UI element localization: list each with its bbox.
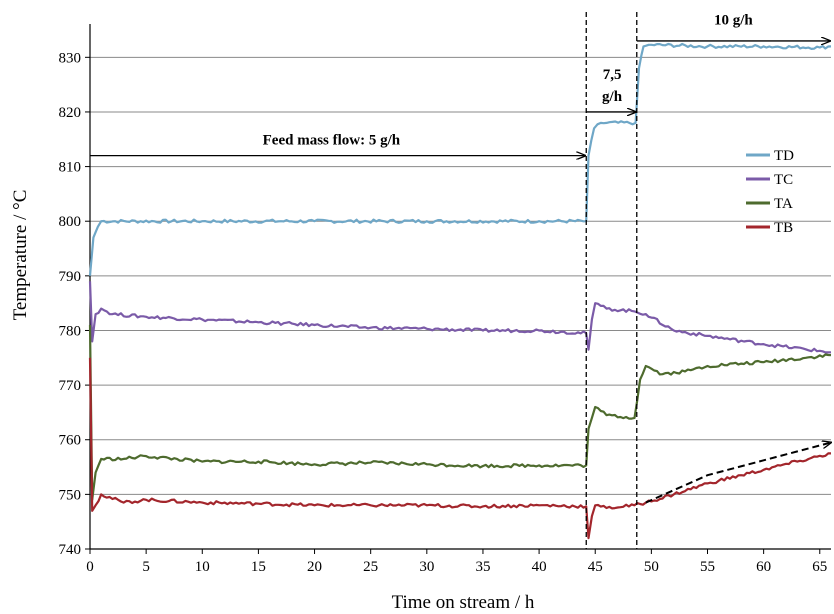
- feed-label-5: Feed mass flow: 5 g/h: [263, 133, 401, 149]
- y-tick-label: 810: [59, 160, 82, 176]
- y-tick-label: 770: [59, 378, 82, 394]
- legend-label-tc: TC: [774, 172, 793, 188]
- y-tick-label: 790: [59, 269, 82, 285]
- legend-label-tb: TB: [774, 220, 793, 236]
- feed-label-7-5-value: 7,5: [603, 67, 622, 83]
- series-line-ta: [88, 324, 832, 501]
- x-tick-label: 10: [195, 559, 210, 575]
- legend-label-ta: TA: [774, 196, 793, 212]
- x-tick-label: 55: [700, 559, 715, 575]
- y-tick-label: 820: [59, 105, 82, 121]
- trend-arrow: [645, 443, 831, 504]
- y-tick-label: 760: [59, 433, 82, 449]
- x-axis-title: Time on stream / h: [392, 592, 535, 613]
- x-tick-label: 65: [812, 559, 827, 575]
- y-tick-label: 830: [59, 50, 82, 66]
- x-tick-label: 15: [251, 559, 266, 575]
- x-tick-label: 30: [419, 559, 434, 575]
- grid-lines: [90, 56, 831, 495]
- x-tick-label: 40: [532, 559, 547, 575]
- axes: [85, 24, 831, 554]
- x-tick-label: 25: [363, 559, 378, 575]
- series-line-td: [88, 42, 832, 276]
- x-tick-label: 45: [588, 559, 603, 575]
- y-axis-title: Temperature / °C: [10, 190, 31, 321]
- series-line-tc: [88, 281, 832, 354]
- series-line-tb: [88, 357, 831, 540]
- annotations: Feed mass flow: 5 g/h 7,5 g/h 10 g/h: [90, 12, 831, 549]
- series-lines: [88, 42, 832, 540]
- legend: TD TC TA TB: [746, 148, 794, 236]
- x-tick-label: 0: [86, 559, 94, 575]
- x-tick-label: 35: [475, 559, 490, 575]
- y-tick-label: 800: [59, 214, 82, 230]
- x-tick-label: 20: [307, 559, 322, 575]
- feed-label-10: 10 g/h: [714, 13, 753, 29]
- y-tick-label: 740: [59, 542, 82, 558]
- x-tick-label: 5: [142, 559, 150, 575]
- legend-label-td: TD: [774, 148, 794, 164]
- tick-labels: 740 750 760 770 780 790 800 810 820 830 0 5 10 15 20 25…: [59, 50, 828, 575]
- y-tick-label: 780: [59, 323, 82, 339]
- y-tick-label: 750: [59, 487, 82, 503]
- x-tick-label: 60: [756, 559, 771, 575]
- x-tick-label: 50: [644, 559, 659, 575]
- feed-label-7-5-unit: g/h: [602, 89, 623, 105]
